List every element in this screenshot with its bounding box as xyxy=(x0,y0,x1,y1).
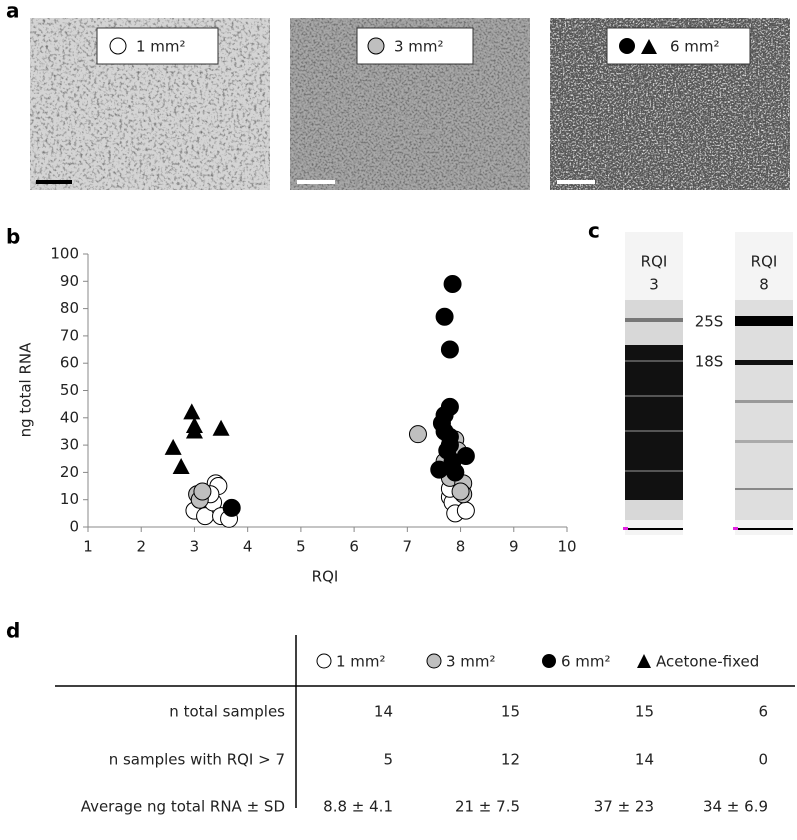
x-tick-label: 2 xyxy=(136,538,146,556)
y-tick-label: 40 xyxy=(60,408,79,426)
table-cell: 15 xyxy=(501,703,520,721)
y-tick-label: 90 xyxy=(60,272,79,290)
point xyxy=(451,482,470,501)
x-tick-label: 7 xyxy=(403,538,413,556)
column-header: Acetone-fixed xyxy=(656,653,759,671)
x-tick-label: 5 xyxy=(296,538,306,556)
image-legend: 3 mm² xyxy=(356,27,474,65)
legend-label: 6 mm² xyxy=(670,38,720,56)
point xyxy=(435,422,454,441)
point xyxy=(185,422,203,439)
column-header: 3 mm² xyxy=(446,653,496,671)
x-tick-label: 8 xyxy=(456,538,466,556)
image-legend: 6 mm² xyxy=(606,27,751,65)
image-legend: 1 mm² xyxy=(96,27,219,65)
table-cell: 8.8 ± 4.1 xyxy=(323,798,393,816)
x-tick-label: 1 xyxy=(83,538,93,556)
y-axis-label: ng total RNA xyxy=(17,342,35,438)
point xyxy=(440,340,459,359)
y-tick-label: 80 xyxy=(60,299,79,317)
table-cell: 14 xyxy=(374,703,393,721)
y-tick-label: 50 xyxy=(60,381,79,399)
table-cell: 15 xyxy=(635,703,654,721)
table-cell: 37 ± 23 xyxy=(594,798,654,816)
y-tick-label: 10 xyxy=(60,490,79,508)
table-cell: 12 xyxy=(501,751,520,769)
panel-label: a xyxy=(6,0,20,23)
x-tick-label: 6 xyxy=(349,538,359,556)
point xyxy=(446,463,465,482)
panel-label: c xyxy=(588,219,600,243)
y-tick-label: 30 xyxy=(60,436,79,454)
x-tick-label: 9 xyxy=(509,538,519,556)
gel-label: RQI xyxy=(751,253,778,271)
header-marker xyxy=(542,654,556,668)
point xyxy=(408,425,427,444)
point xyxy=(456,501,475,520)
row-label: Average ng total RNA ± SD xyxy=(81,798,285,816)
header-marker xyxy=(316,653,332,669)
point xyxy=(164,438,182,455)
header-marker xyxy=(426,653,442,669)
table: n total samples 14 15 15 6 n samples with RQI… xyxy=(81,703,768,816)
gel-label: 3 xyxy=(649,276,659,294)
point xyxy=(435,307,454,326)
point xyxy=(443,275,462,294)
column-header: 6 mm² xyxy=(561,653,611,671)
band-label: 25S xyxy=(695,313,724,331)
gel-label: RQI xyxy=(641,253,668,271)
table-cell: 34 ± 6.9 xyxy=(703,798,768,816)
table-cell: 14 xyxy=(635,751,654,769)
row-label: n samples with RQI > 7 xyxy=(109,751,285,769)
header-marker xyxy=(637,654,651,668)
y-tick-label: 20 xyxy=(60,463,79,481)
micrograph xyxy=(290,18,530,190)
panel-label: d xyxy=(6,619,20,643)
y-tick-label: 70 xyxy=(60,326,79,344)
table-cell: 21 ± 7.5 xyxy=(455,798,520,816)
panel-label: b xyxy=(6,225,20,249)
table-cell: 5 xyxy=(383,751,393,769)
y-tick-label: 60 xyxy=(60,354,79,372)
x-tick-label: 4 xyxy=(243,538,253,556)
point xyxy=(222,498,241,517)
x-tick-label: 3 xyxy=(190,538,200,556)
x-tick-label: 10 xyxy=(557,538,576,556)
gel-lane xyxy=(733,232,793,535)
legend-label: 3 mm² xyxy=(394,38,444,56)
point xyxy=(172,457,190,474)
point xyxy=(183,403,201,420)
y-tick-label: 100 xyxy=(50,245,79,263)
table-cell: 6 xyxy=(758,703,768,721)
column-header: 1 mm² xyxy=(336,653,386,671)
x-axis-label: RQI xyxy=(312,568,339,586)
point xyxy=(193,482,212,501)
band-label: 18S xyxy=(695,353,724,371)
gel-label: 8 xyxy=(759,276,769,294)
legend-label: 1 mm² xyxy=(136,38,186,56)
gel-lane xyxy=(623,232,683,535)
row-label: n total samples xyxy=(169,703,285,721)
table-cell: 0 xyxy=(758,751,768,769)
scatter-chart: 0 10 20 30 40 50 60 70 80 90 100 1 2 3 4 5 6 7 8 9 10 xyxy=(50,245,576,556)
y-tick-label: 0 xyxy=(69,518,79,536)
point xyxy=(212,419,230,436)
